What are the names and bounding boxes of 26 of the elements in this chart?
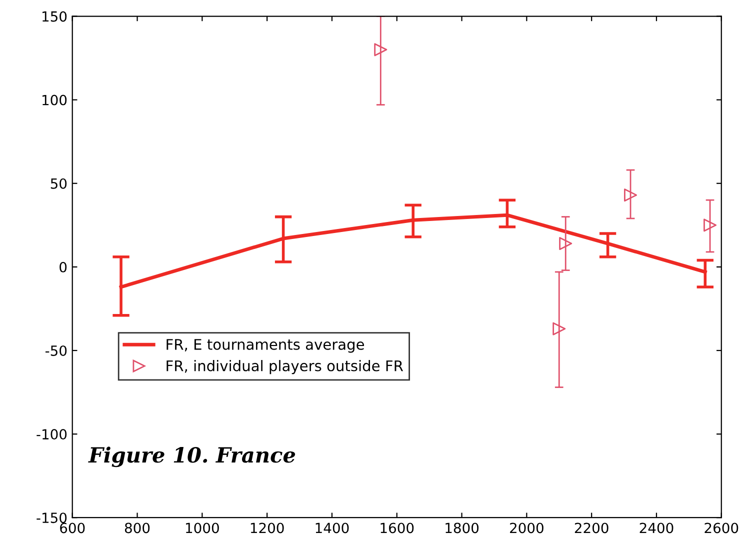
point <box>559 237 572 250</box>
y-tick-label: -100 <box>36 429 67 440</box>
x-tick-label: 800 <box>124 522 150 534</box>
point <box>374 43 388 56</box>
x-tick-label: 2600 <box>704 522 738 534</box>
y-tick-label: 50 <box>50 178 67 189</box>
annotation: Figure 10. France <box>88 446 296 468</box>
x-tick-label: 2200 <box>574 522 608 534</box>
x-tick-label: 1800 <box>446 522 479 534</box>
x-tick-label: 600 <box>60 522 85 534</box>
x-tick-label: 1200 <box>250 522 284 534</box>
y-tick-label: -50 <box>45 345 67 356</box>
legend-label: FR, E tournaments average <box>166 339 364 353</box>
legend-label: FR, individual players outside FR <box>166 360 404 374</box>
y-tick-label: -150 <box>36 512 67 524</box>
y-tick-label: 150 <box>42 11 67 22</box>
x-tick-label: 2000 <box>510 522 544 534</box>
point <box>704 218 717 232</box>
x-tick-label: 1600 <box>380 522 414 534</box>
point <box>552 322 566 336</box>
x-tick-label: 1400 <box>316 522 349 534</box>
point <box>624 188 638 202</box>
x-tick-label: 2400 <box>640 522 674 534</box>
x-tick-label: 1000 <box>186 522 219 534</box>
y-tick-label: 100 <box>42 94 67 106</box>
y-tick-label: 0 <box>60 262 67 272</box>
